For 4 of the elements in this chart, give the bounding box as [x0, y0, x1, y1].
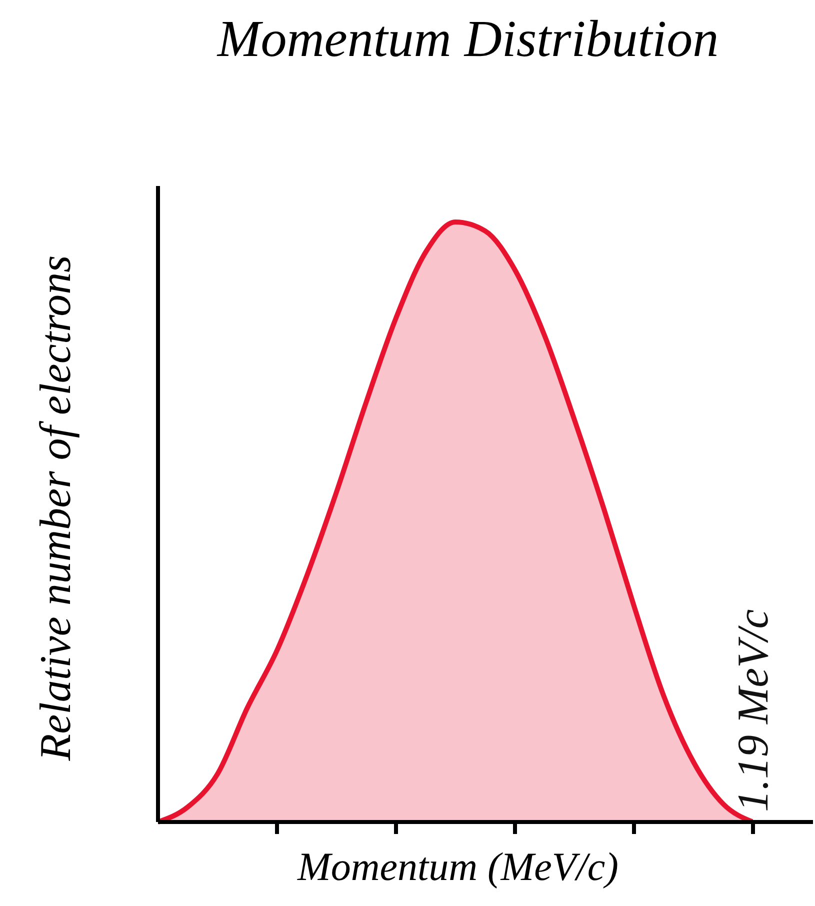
annotation: 1.19 MeV/c — [728, 608, 778, 812]
x-axis-title: Momentum (MeV/c) — [296, 843, 620, 890]
chart-title: Momentum Distribution — [216, 10, 720, 70]
y-axis-title: Relative number of electrons — [30, 254, 81, 763]
